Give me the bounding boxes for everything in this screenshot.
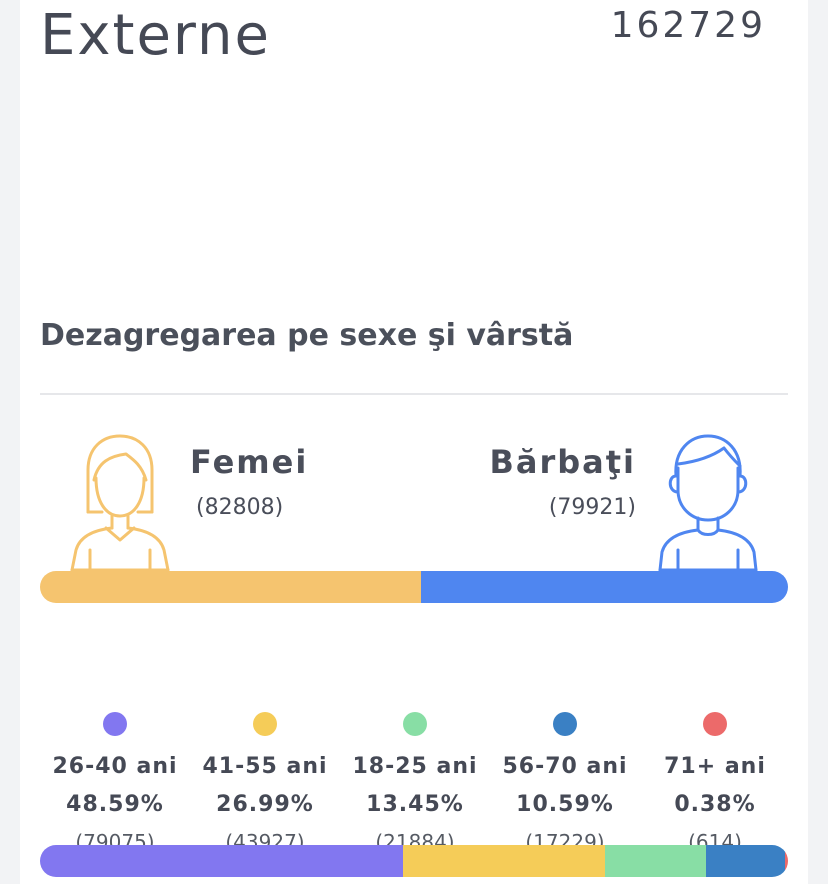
page-title: Externe [40, 3, 271, 68]
age-percent: 48.59% [66, 792, 164, 817]
age-bar-segment [403, 845, 606, 877]
age-bar-segment [40, 845, 404, 877]
age-legend-item: 26-40 ani 48.59% (79075) [40, 712, 190, 852]
age-legend-item: 56-70 ani 10.59% (17229) [490, 712, 640, 852]
stats-card: Externe 162729 Dezagregarea pe sexe şi v… [20, 0, 808, 884]
male-count: (79921) [548, 495, 636, 520]
age-legend: 26-40 ani 48.59% (79075) 41-55 ani 26.99% (43… [40, 712, 788, 852]
age-distribution-bar [40, 845, 788, 877]
woman-outline-icon [70, 434, 170, 572]
age-percent: 13.45% [366, 792, 464, 817]
age-legend-item: 18-25 ani 13.45% (21884) [340, 712, 490, 852]
legend-dot-icon [253, 712, 277, 736]
age-range-label: 71+ ani [664, 754, 766, 779]
age-range-label: 41-55 ani [202, 754, 328, 779]
age-bar-segment [605, 845, 706, 877]
legend-dot-icon [703, 712, 727, 736]
gender-ratio-bar [40, 571, 788, 603]
female-count: (82808) [196, 495, 284, 520]
man-outline-icon [658, 434, 758, 572]
legend-dot-icon [103, 712, 127, 736]
age-percent: 0.38% [674, 792, 756, 817]
age-percent: 26.99% [216, 792, 314, 817]
total-count: 162729 [610, 5, 766, 46]
age-legend-item: 41-55 ani 26.99% (43927) [190, 712, 340, 852]
legend-dot-icon [403, 712, 427, 736]
gender-bar-male-segment [420, 571, 788, 603]
age-bar-segment [705, 845, 786, 877]
male-label: Bărbaţi [489, 443, 636, 481]
age-bar-segment [785, 845, 788, 877]
age-legend-item: 71+ ani 0.38% (614) [640, 712, 790, 852]
section-subtitle: Dezagregarea pe sexe şi vârstă [40, 318, 574, 353]
age-range-label: 26-40 ani [52, 754, 178, 779]
divider [40, 393, 788, 395]
female-label: Femei [190, 443, 309, 481]
age-range-label: 18-25 ani [352, 754, 478, 779]
age-range-label: 56-70 ani [502, 754, 628, 779]
age-percent: 10.59% [516, 792, 614, 817]
gender-bar-female-segment [40, 571, 421, 603]
legend-dot-icon [553, 712, 577, 736]
